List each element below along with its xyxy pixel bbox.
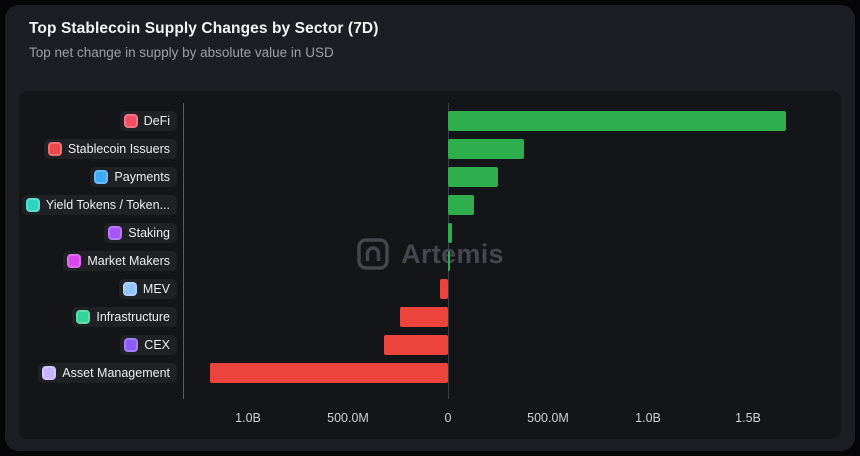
category-label: DeFi (143, 114, 170, 128)
category-label-cell: Infrastructure (19, 303, 177, 331)
x-tick-label: 1.5B (735, 411, 761, 425)
x-tick-label: 1.0B (635, 411, 661, 425)
category-label-cell: Asset Management (19, 359, 177, 387)
category-chip-asset-management[interactable]: Asset Management (38, 363, 177, 383)
category-chip-infrastructure[interactable]: Infrastructure (72, 307, 177, 327)
infrastructure-icon (76, 310, 91, 324)
x-axis-ticks: 1.0B 500.0M 0 500.0M 1.0B 1.5B (19, 411, 841, 427)
category-label-cell: Market Makers (19, 247, 177, 275)
category-label-cell: CEX (19, 331, 177, 359)
category-label-cell: Payments (19, 163, 177, 191)
chart-card: Top Stablecoin Supply Changes by Sector … (5, 5, 855, 451)
staking-icon (108, 226, 123, 240)
bar-row: Payments (19, 163, 841, 191)
market-makers-icon (67, 254, 82, 268)
bar-asset-management[interactable] (210, 363, 448, 383)
bar-row: Yield Tokens / Token... (19, 191, 841, 219)
category-label-cell: Yield Tokens / Token... (19, 191, 177, 219)
x-tick-label: 500.0M (527, 411, 569, 425)
x-tick-label: 1.0B (235, 411, 261, 425)
category-label: Payments (114, 170, 170, 184)
category-chip-yield-tokens-token[interactable]: Yield Tokens / Token... (21, 195, 177, 215)
bar-mev[interactable] (440, 279, 448, 299)
bar-row: DeFi (19, 107, 841, 135)
category-label: Staking (128, 226, 170, 240)
category-label-cell: Staking (19, 219, 177, 247)
bar-infrastructure[interactable] (400, 307, 448, 327)
category-label-cell: Stablecoin Issuers (19, 135, 177, 163)
chart-subtitle: Top net change in supply by absolute val… (29, 45, 334, 60)
bar-row: Market Makers (19, 247, 841, 275)
category-label-cell: MEV (19, 275, 177, 303)
bar-market-makers[interactable] (448, 251, 450, 271)
category-label: MEV (142, 282, 170, 296)
category-chip-payments[interactable]: Payments (90, 167, 177, 187)
bar-payments[interactable] (448, 167, 498, 187)
x-tick-label: 0 (444, 411, 452, 425)
chart-panel: Artemis DeFi Stablecoin Issuers Payments Yi… (19, 91, 841, 439)
stablecoin-issuers-icon (47, 142, 62, 156)
bar-row: Infrastructure (19, 303, 841, 331)
category-chip-defi[interactable]: DeFi (119, 111, 177, 131)
category-chip-stablecoin-issuers[interactable]: Stablecoin Issuers (43, 139, 177, 159)
category-chip-market-makers[interactable]: Market Makers (63, 251, 177, 271)
chart-title: Top Stablecoin Supply Changes by Sector … (29, 20, 379, 37)
bar-stablecoin-issuers[interactable] (448, 139, 524, 159)
category-label: Market Makers (87, 254, 170, 268)
bar-rows: DeFi Stablecoin Issuers Payments Yield Toke… (19, 107, 841, 387)
mev-icon (122, 282, 137, 296)
category-label: Stablecoin Issuers (67, 142, 170, 156)
bar-row: CEX (19, 331, 841, 359)
yield-tokens-token-icon (25, 198, 40, 212)
category-label-cell: DeFi (19, 107, 177, 135)
asset-management-icon (42, 366, 57, 380)
x-tick-label: 500.0M (327, 411, 369, 425)
category-axis-line (183, 103, 184, 399)
bar-row: Stablecoin Issuers (19, 135, 841, 163)
category-label: Yield Tokens / Token... (45, 198, 170, 212)
category-label: CEX (144, 338, 170, 352)
bar-staking[interactable] (448, 223, 452, 243)
category-chip-staking[interactable]: Staking (104, 223, 177, 243)
bar-row: Staking (19, 219, 841, 247)
category-label: Infrastructure (96, 310, 170, 324)
payments-icon (94, 170, 109, 184)
chart-header: Top Stablecoin Supply Changes by Sector … (5, 5, 855, 68)
bar-row: MEV (19, 275, 841, 303)
bar-defi[interactable] (448, 111, 786, 131)
category-label: Asset Management (62, 366, 170, 380)
bar-yield-tokens-token[interactable] (448, 195, 474, 215)
category-chip-mev[interactable]: MEV (118, 279, 177, 299)
bar-row: Asset Management (19, 359, 841, 387)
category-chip-cex[interactable]: CEX (120, 335, 177, 355)
defi-icon (123, 114, 138, 128)
cex-icon (124, 338, 139, 352)
bar-cex[interactable] (384, 335, 448, 355)
